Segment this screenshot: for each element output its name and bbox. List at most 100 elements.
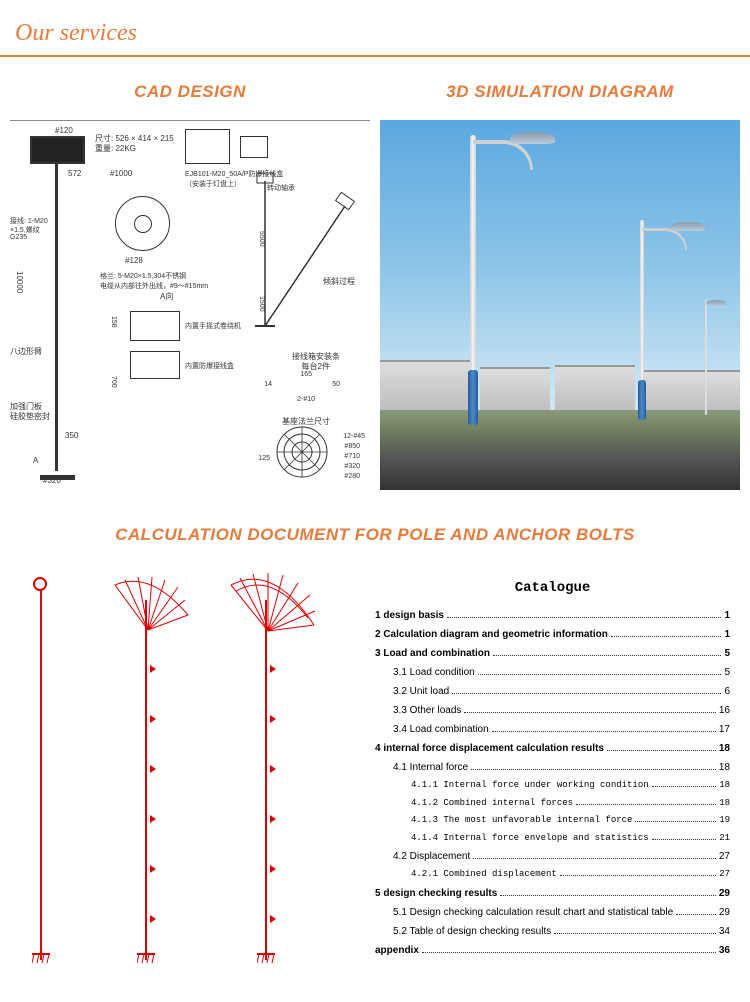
catalogue-page: 1 [724,627,730,642]
cad-winder-box [130,311,180,341]
catalogue-dots [473,850,716,859]
catalogue-dots [500,887,716,896]
cad-f2: #850 [344,443,360,450]
cad-f5: #280 [344,473,360,480]
page-title: Our services [15,20,750,47]
catalogue-item-text: 2 Calculation diagram and geometric info… [375,627,608,642]
catalogue-item-text: 4.2.1 Combined displacement [411,868,557,882]
catalogue-item: 5.2 Table of design checking results 34 [375,924,730,939]
catalogue-item: 4.1.1 Internal force under working condi… [375,779,730,793]
catalogue-page: 36 [719,943,730,958]
catalogue-page: 18 [719,741,730,756]
force-base-1 [32,953,50,965]
arrow-3e [270,865,276,873]
catalogue-page: 5 [724,646,730,661]
sim-building-3 [555,365,635,415]
force-fan-2 [110,575,190,635]
catalogue-page: 29 [719,905,730,920]
catalogue-page: 21 [719,832,730,846]
cad-main-pole [55,141,58,471]
cad-weight-label: 重量: 22KG [95,143,136,154]
cad-cable: 电缆从内部往外出线，#9～#15mm [100,281,220,291]
force-base-2 [137,953,155,965]
arrow-3d [270,815,276,823]
cad-350: 350 [65,431,78,440]
catalogue-item: 3 Load and combination5 [375,646,730,661]
catalogue-item-text: 5.2 Table of design checking results [393,924,551,939]
catalogue-dots [676,906,716,915]
cad-av: A向 [160,291,173,302]
cad-flange-circle [275,425,330,480]
catalogue-page: 18 [719,797,730,811]
sim-pole-3 [705,300,707,415]
cad-125: 125 [258,455,270,462]
catalogue-dots [560,868,716,876]
catalogue-item-text: 4.1.2 Combined internal forces [411,797,573,811]
catalogue-item-text: 1 design basis [375,608,444,623]
cad-120: #120 [55,126,73,135]
cad-inner1: 内置手摇式卷绕机 [185,321,241,331]
catalogue-item-text: 3.2 Unit load [393,684,449,699]
cad-tilt: 倾斜过程 [323,276,355,287]
catalogue-item: 4.1.4 Internal force envelope and statis… [375,832,730,846]
catalogue-item: 4.2 Displacement27 [375,849,730,864]
sim-building-4 [640,370,740,415]
arrow-2d [150,815,156,823]
catalogue-item-text: 3.1 Load condition [393,665,475,680]
sim-pole-1-base [468,370,478,425]
catalogue-page: 6 [724,684,730,699]
sim-lamp-2 [670,222,705,231]
catalogue-item: 3.2 Unit load 6 [375,684,730,699]
catalogue-item-text: 5.1 Design checking calculation result c… [393,905,673,920]
catalogue-item: 4 internal force displacement calculatio… [375,741,730,756]
cad-drawing: 10000 尺寸: 526 × 414 × 215 重量: 22KG EJB10… [10,120,370,490]
sim-ground [380,410,740,490]
catalogue-page: 1 [724,608,730,623]
cad-1000: #1000 [110,169,132,178]
catalogue-title: Catalogue [375,580,730,596]
catalogue-item-text: 3.4 Load combination [393,722,489,737]
cad-junction-box [185,129,230,164]
catalogue-item-text: 4.1.4 Internal force envelope and statis… [411,832,649,846]
catalogue-item: 5 design checking results 29 [375,886,730,901]
sim-title: 3D SIMULATION DIAGRAM [380,82,740,102]
catalogue-page: 17 [719,722,730,737]
catalogue-item: 4.1.2 Combined internal forces 18 [375,797,730,811]
arrow-2f [150,915,156,923]
force-diagram [10,565,350,965]
force-ball-1 [33,577,47,591]
catalogue-page: 5 [724,665,730,680]
catalogue-dots [492,723,716,732]
catalogue-item-text: 5 design checking results [375,886,497,901]
catalogue-dots [471,761,716,770]
cad-f4: #320 [344,463,360,470]
cad-128: #128 [125,256,143,265]
catalogue-item: 4.2.1 Combined displacement27 [375,868,730,882]
arrow-2c [150,765,156,773]
cad-320: #320 [43,476,61,485]
catalogue-page: 18 [719,779,730,793]
catalogue-item: 4.1 Internal force18 [375,760,730,775]
catalogue-dots [635,814,716,822]
simulation-render [380,120,740,490]
catalogue-item-text: 4.1.3 The most unfavorable internal forc… [411,814,632,828]
sim-lamp-1 [510,132,555,144]
catalogue-page: 29 [719,886,730,901]
catalogue-dots [422,944,716,953]
catalogue-page: 34 [719,924,730,939]
cad-detail-2 [240,136,268,158]
cad-height-label: 10000 [15,271,24,293]
catalogue-dots [493,647,721,656]
catalogue-panel: Catalogue 1 design basis 1 2 Calculation d… [365,565,740,977]
calc-title: CALCULATION DOCUMENT FOR POLE AND ANCHOR… [0,525,750,545]
cad-seal: 硅胶垫密封 [10,411,50,422]
catalogue-dots [652,779,717,787]
force-base-3 [257,953,275,965]
catalogue-page: 19 [719,814,730,828]
cad-left3: G235 [10,234,50,241]
cad-rot: 转动轴承 [267,183,295,193]
cad-f3: #710 [344,453,360,460]
catalogue-page: 27 [719,849,730,864]
catalogue-dots [611,628,722,637]
cad-h10: 2-#10 [297,396,315,403]
